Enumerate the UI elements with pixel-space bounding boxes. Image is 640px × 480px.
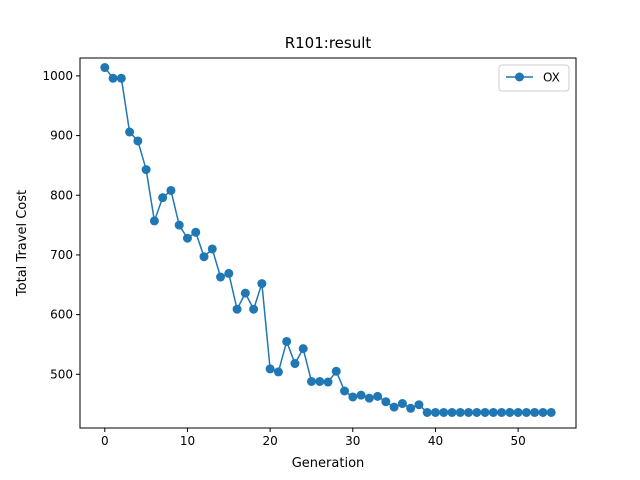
- data-point: [182, 233, 192, 243]
- y-tick-label: 1000: [42, 69, 73, 83]
- data-point: [364, 393, 374, 403]
- data-point: [298, 344, 308, 354]
- y-tick-label: 700: [50, 248, 73, 262]
- data-point: [397, 399, 407, 409]
- y-tick-label: 600: [50, 308, 73, 322]
- data-point: [546, 407, 556, 417]
- data-point: [306, 376, 316, 386]
- data-point: [356, 390, 366, 400]
- data-point: [249, 304, 259, 314]
- data-point: [439, 407, 449, 417]
- data-point: [166, 185, 176, 195]
- x-tick-label: 10: [180, 434, 195, 448]
- data-point: [505, 407, 515, 417]
- data-point: [116, 73, 126, 83]
- x-axis-label: Generation: [292, 456, 365, 471]
- data-point: [141, 165, 151, 175]
- data-point: [315, 376, 325, 386]
- x-tick-label: 20: [262, 434, 277, 448]
- data-point: [158, 193, 168, 203]
- data-point: [538, 407, 548, 417]
- data-point: [257, 279, 267, 289]
- x-tick-label: 0: [101, 434, 109, 448]
- data-point: [430, 407, 440, 417]
- data-point: [290, 359, 300, 369]
- data-point: [521, 407, 531, 417]
- data-point: [530, 407, 540, 417]
- data-point: [497, 407, 507, 417]
- x-tick-label: 40: [428, 434, 443, 448]
- data-point: [174, 220, 184, 230]
- plot-area: [100, 63, 556, 417]
- data-point: [199, 252, 209, 262]
- data-point: [265, 364, 275, 374]
- axis-ticks: 0 10 20 30 40 50 500 600 700 800 900 1000: [42, 69, 525, 448]
- data-point: [282, 336, 292, 346]
- data-point: [406, 403, 416, 413]
- chart-title: R101:result: [285, 34, 372, 52]
- data-point: [323, 377, 333, 387]
- data-point: [422, 407, 432, 417]
- data-point: [273, 367, 283, 377]
- data-point: [125, 127, 135, 137]
- legend-box: [498, 64, 570, 92]
- data-point: [149, 216, 159, 226]
- data-point: [381, 397, 391, 407]
- axes-frame: [79, 57, 577, 429]
- data-point: [108, 73, 118, 83]
- legend-marker-swatch: [515, 72, 524, 82]
- data-point: [455, 407, 465, 417]
- data-point: [488, 407, 498, 417]
- y-tick-label: 900: [50, 129, 73, 143]
- y-axis-label: Total Travel Cost: [15, 190, 30, 297]
- data-point: [100, 63, 110, 73]
- data-point: [513, 407, 523, 417]
- data-point: [216, 272, 226, 282]
- data-point: [133, 136, 143, 146]
- x-tick-label: 30: [345, 434, 360, 448]
- data-point: [207, 244, 217, 254]
- data-point: [191, 227, 201, 237]
- data-point: [389, 402, 399, 412]
- legend-label: OX: [543, 71, 560, 85]
- data-point: [240, 288, 250, 298]
- data-point: [464, 407, 474, 417]
- x-tick-label: 50: [510, 434, 525, 448]
- data-point: [414, 400, 424, 410]
- data-point: [340, 386, 350, 396]
- data-point: [472, 407, 482, 417]
- legend: OX: [498, 64, 570, 92]
- data-point: [348, 392, 358, 402]
- y-tick-label: 800: [50, 188, 73, 202]
- data-point: [373, 391, 383, 401]
- data-point: [232, 304, 242, 314]
- data-point: [480, 407, 490, 417]
- data-point: [447, 407, 457, 417]
- data-point: [224, 268, 234, 278]
- y-tick-label: 500: [50, 367, 73, 381]
- data-point: [331, 366, 341, 376]
